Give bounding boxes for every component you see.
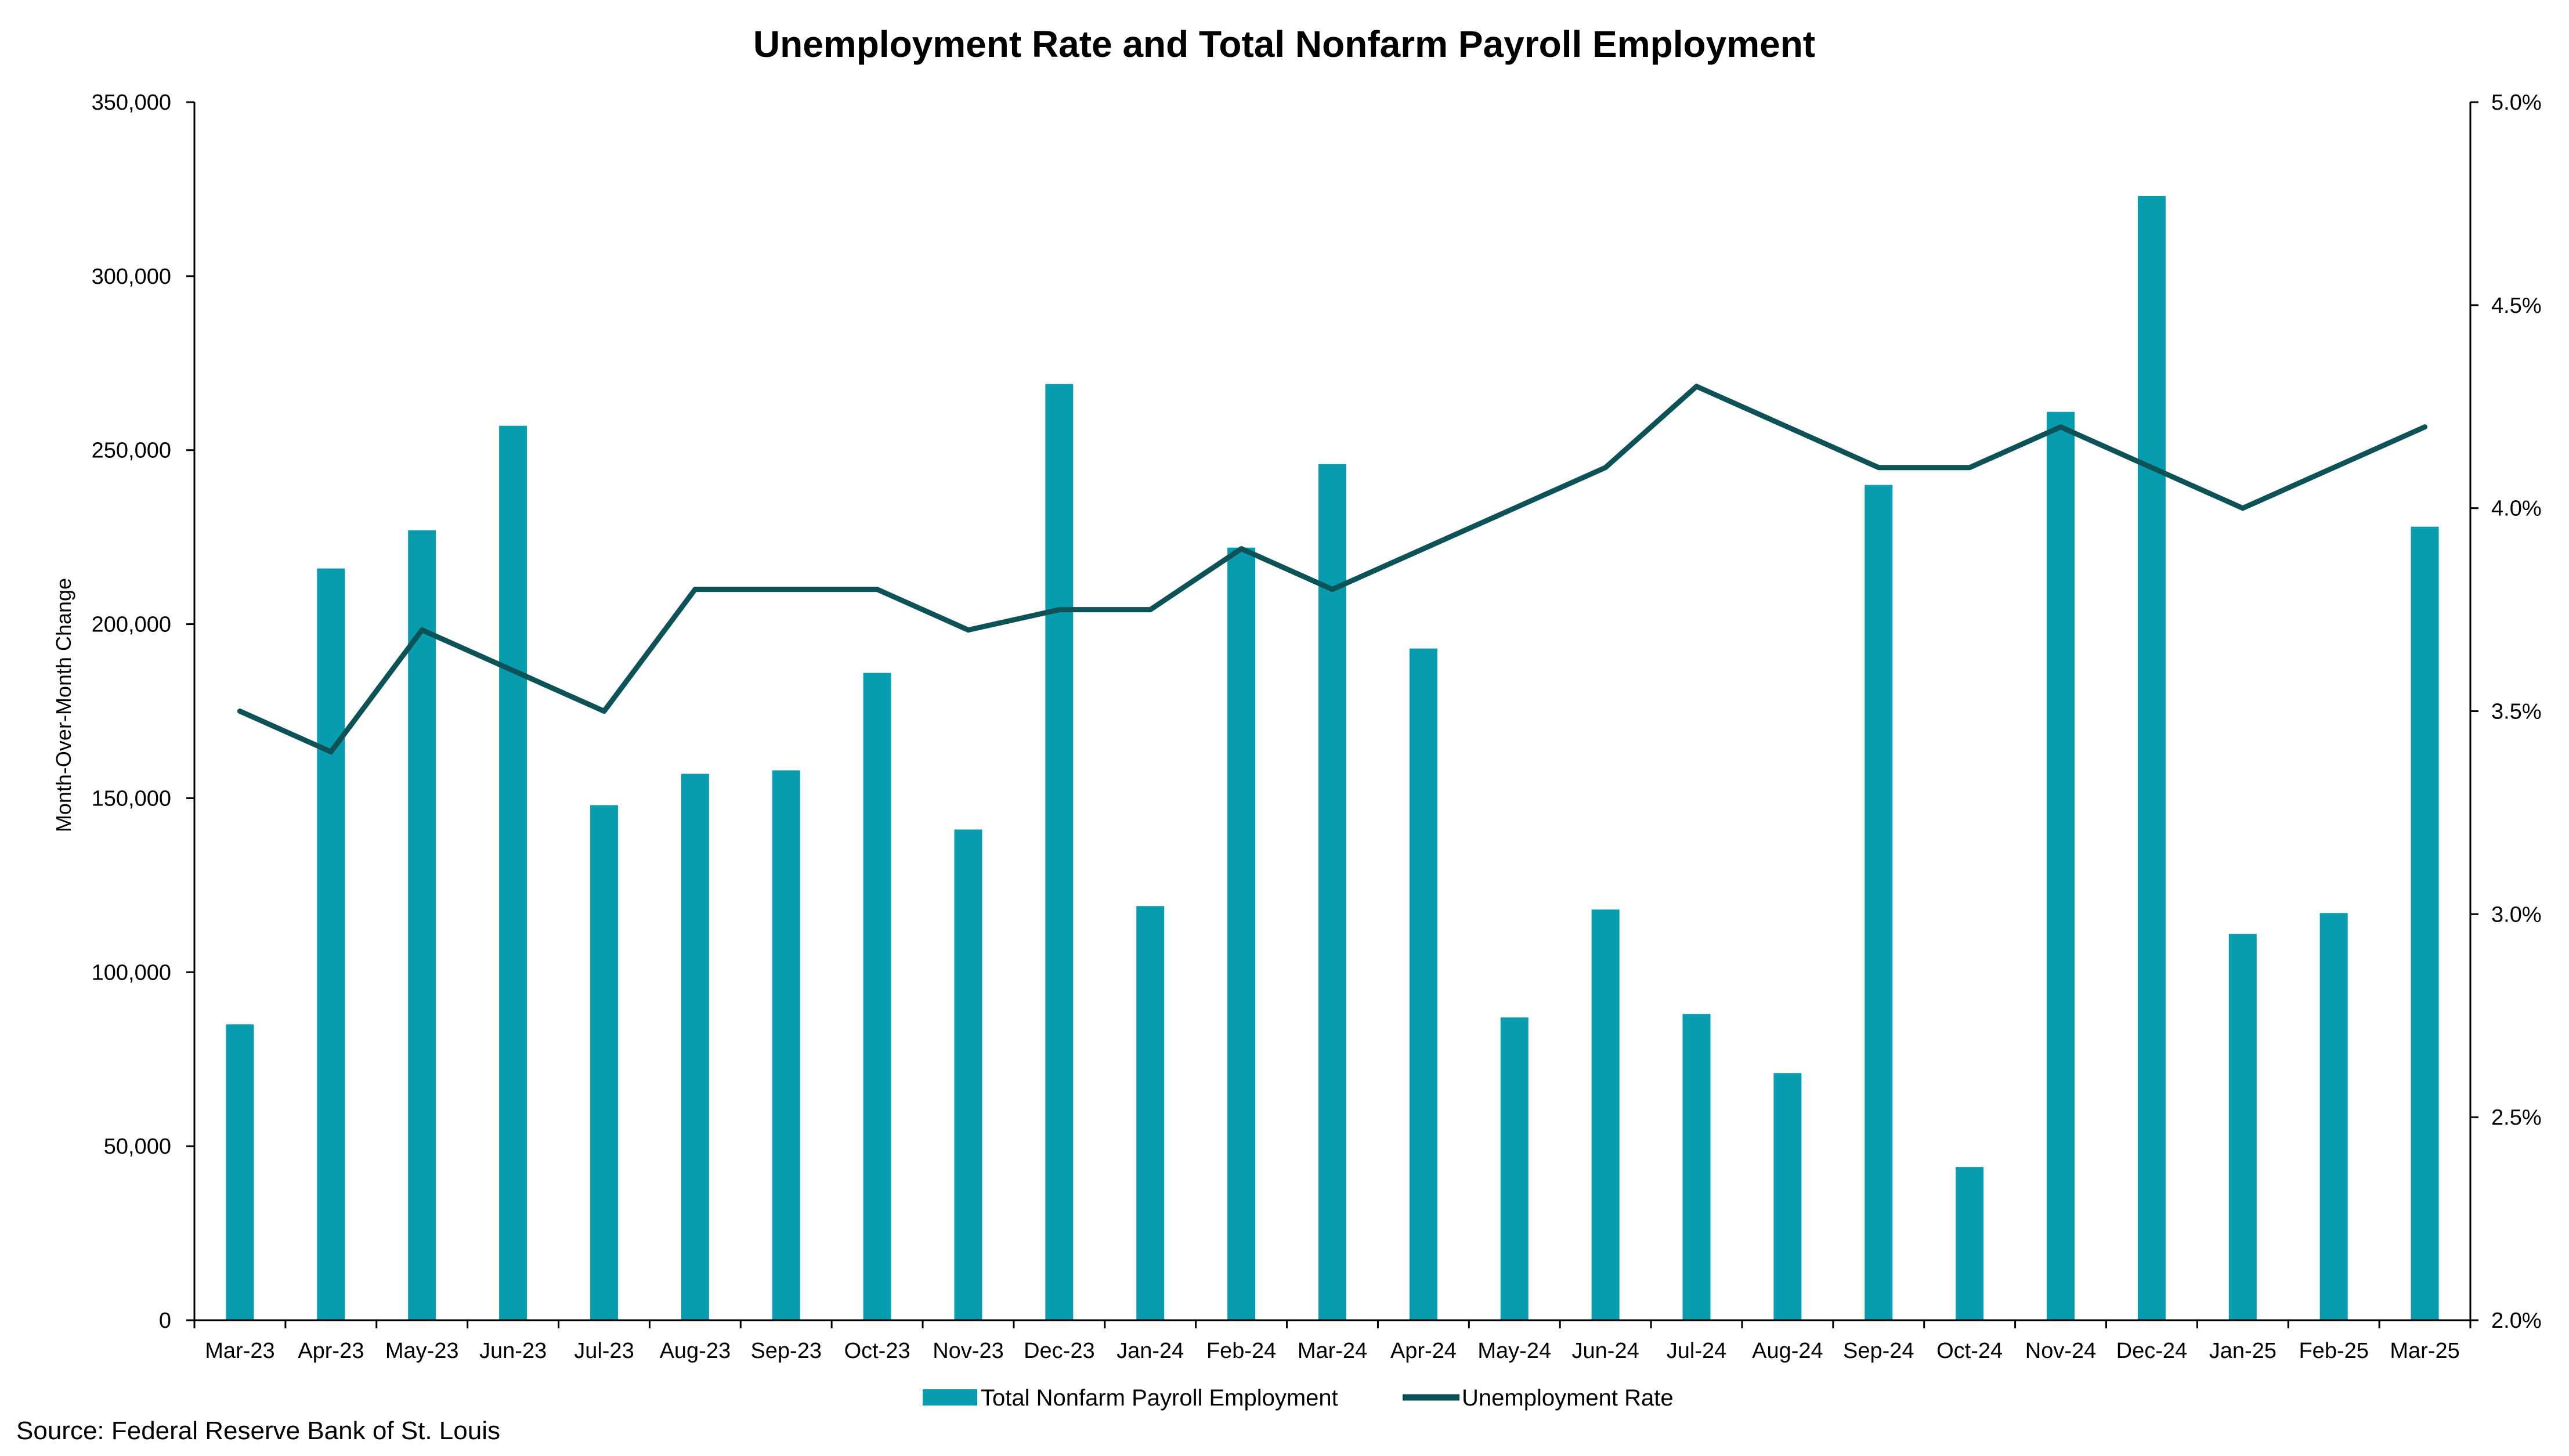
bar-Mar-25: [2411, 526, 2439, 1321]
legend: Total Nonfarm Payroll Employment Unemplo…: [923, 1385, 1674, 1411]
x-tick-label: Aug-23: [660, 1339, 731, 1363]
x-tick-label: Jun-23: [479, 1339, 547, 1363]
x-tick-label: Sep-23: [750, 1339, 822, 1363]
bar-Apr-23: [317, 568, 345, 1320]
x-tick-label: Jan-24: [1117, 1339, 1184, 1363]
bars-layer: [226, 196, 2439, 1321]
bar-Feb-25: [2319, 913, 2348, 1320]
right-tick-label: 5.0%: [2491, 91, 2542, 115]
bar-Apr-24: [1409, 648, 1437, 1320]
legend-swatch-bars: [923, 1389, 977, 1406]
y-axis-label: Month-Over-Month Change: [52, 578, 75, 832]
line-layer: [237, 384, 2428, 754]
x-tick-label: May-23: [385, 1339, 459, 1363]
x-tick-label: Feb-25: [2299, 1339, 2368, 1363]
x-axis-ticks: Mar-23 Apr-23 May-23 Jun-23 Jul-23 Aug-23 Sep-…: [193, 1320, 2472, 1363]
legend-label-line: Unemployment Rate: [1462, 1385, 1674, 1411]
right-tick-label: 2.5%: [2491, 1105, 2542, 1130]
x-tick-label: Jul-24: [1667, 1339, 1727, 1363]
x-tick-label: Mar-23: [205, 1339, 274, 1363]
x-tick-label: Mar-25: [2390, 1339, 2459, 1363]
left-tick-label: 200,000: [92, 613, 171, 637]
bar-Aug-24: [1773, 1073, 1802, 1320]
bar-Sep-24: [1865, 485, 1893, 1320]
bar-May-23: [408, 530, 436, 1320]
left-tick-label: 150,000: [92, 786, 171, 811]
x-tick-label: Nov-24: [2025, 1339, 2097, 1363]
legend-label-bars: Total Nonfarm Payroll Employment: [981, 1385, 1338, 1411]
x-tick-label: Aug-24: [1752, 1339, 1823, 1363]
left-tick-label: 100,000: [92, 960, 171, 985]
x-tick-label: Mar-24: [1298, 1339, 1367, 1363]
bar-Jul-23: [590, 805, 618, 1320]
right-tick-label: 4.0%: [2491, 497, 2542, 521]
bar-Dec-24: [2137, 196, 2166, 1320]
bar-Oct-24: [1956, 1167, 1984, 1320]
bar-Aug-23: [681, 774, 709, 1320]
right-tick-label: 3.5%: [2491, 700, 2542, 724]
source-note: Source: Federal Reserve Bank of St. Loui…: [16, 1417, 500, 1445]
right-y-axis-ticks: 2.0% 2.5% 3.0% 3.5% 4.0% 4.5% 5.0%: [2470, 91, 2542, 1333]
x-tick-label: Jul-23: [574, 1339, 634, 1363]
bar-May-24: [1500, 1017, 1529, 1320]
x-tick-label: Nov-23: [933, 1339, 1004, 1363]
bar-Jul-24: [1682, 1014, 1711, 1320]
bar-Jan-24: [1136, 906, 1165, 1320]
bar-Feb-24: [1227, 547, 1256, 1320]
right-tick-label: 2.0%: [2491, 1309, 2542, 1333]
x-tick-label: Apr-23: [298, 1339, 364, 1363]
unemployment-rate-line: [237, 384, 2428, 754]
x-tick-label: Dec-24: [2116, 1339, 2188, 1363]
x-tick-label: Apr-24: [1390, 1339, 1457, 1363]
x-tick-label: Oct-23: [844, 1339, 910, 1363]
bar-Nov-24: [2047, 411, 2075, 1320]
x-tick-label: Jan-25: [2209, 1339, 2277, 1363]
bar-Oct-23: [863, 673, 891, 1320]
left-tick-label: 0: [159, 1309, 171, 1333]
bar-Dec-23: [1045, 384, 1074, 1320]
left-tick-label: 250,000: [92, 439, 171, 463]
x-tick-label: Jun-24: [1572, 1339, 1639, 1363]
left-tick-label: 300,000: [92, 265, 171, 289]
left-tick-label: 350,000: [92, 91, 171, 115]
bar-Nov-23: [954, 829, 982, 1320]
x-tick-label: Oct-24: [1936, 1339, 2003, 1363]
bar-Jun-23: [499, 425, 527, 1320]
bar-Jun-24: [1591, 909, 1620, 1320]
left-y-axis-ticks: 0 50,000 100,000 150,000 200,000 250,000 300,0…: [92, 91, 194, 1333]
bar-Mar-23: [226, 1024, 254, 1320]
x-tick-label: Dec-23: [1024, 1339, 1095, 1363]
x-tick-label: Sep-24: [1843, 1339, 1914, 1363]
chart-title: Unemployment Rate and Total Nonfarm Payr…: [753, 23, 1815, 65]
right-tick-label: 4.5%: [2491, 294, 2542, 318]
bar-Jan-25: [2228, 934, 2257, 1320]
bar-Sep-23: [772, 770, 800, 1320]
x-tick-label: Feb-24: [1206, 1339, 1276, 1363]
x-tick-label: May-24: [1477, 1339, 1551, 1363]
left-tick-label: 50,000: [104, 1135, 171, 1159]
right-tick-label: 3.0%: [2491, 902, 2542, 927]
bar-Mar-24: [1318, 464, 1346, 1320]
